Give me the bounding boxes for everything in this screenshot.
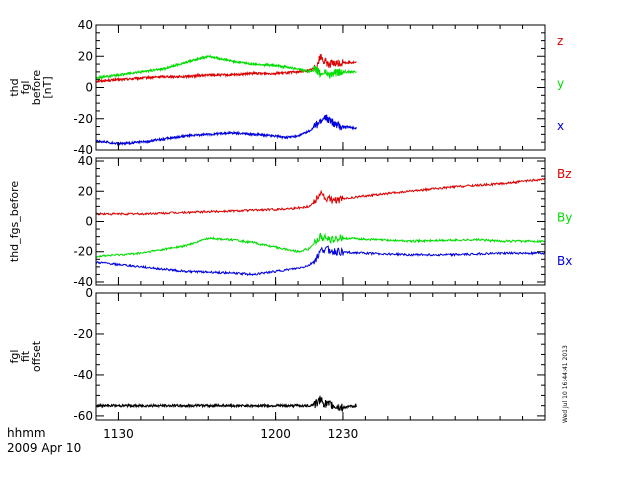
y-tick-label: 0 [85, 81, 93, 95]
y-axis-label: thd_fgs_before [8, 181, 21, 262]
y-axis-label: fit [19, 350, 32, 362]
y-tick-label: 40 [78, 154, 93, 168]
footer: hhmm 2009 Apr 10 Wed Jul 10 16:44:41 201… [7, 345, 569, 455]
date-label: 2009 Apr 10 [7, 441, 81, 455]
y-axis-label: before [30, 70, 43, 106]
time-format-label: hhmm [7, 426, 46, 440]
y-tick-label: 0 [85, 215, 93, 229]
series-group [96, 177, 545, 277]
x-tick-label: 1230 [328, 427, 359, 441]
timestamp-stamp: Wed Jul 10 16:44:41 2013 [562, 345, 569, 423]
x-tick-label: 1200 [260, 427, 291, 441]
y-tick-label: -20 [73, 112, 93, 126]
series-line-Bx [96, 245, 545, 277]
y-axis-label: fgl [19, 81, 32, 95]
panels: 40200-20-40thdfglbefore[nT]zyx40200-20-4… [8, 18, 572, 441]
y-tick-label: 20 [78, 184, 93, 198]
y-axis-label: [nT] [41, 76, 54, 98]
legend-entry-Bx: Bx [557, 254, 572, 268]
y-axis-label: offset [30, 340, 43, 372]
panel-2: 40 20 0 -20 -40 thd_fgs_before Bz By Bx [8, 154, 572, 289]
y-tick-label: -20 [73, 327, 93, 341]
series-line-By [96, 232, 545, 258]
x-tick-label: 1130 [103, 427, 134, 441]
y-tick-label: -40 [73, 368, 93, 382]
y-tick-label: 0 [85, 286, 93, 300]
y-tick-label: -40 [73, 275, 93, 289]
panel-frame [95, 24, 546, 151]
legend-entry-y: y [557, 77, 564, 91]
series-group [96, 395, 357, 412]
series-line-z [96, 53, 357, 84]
y-tick-label: -60 [73, 409, 93, 423]
y-tick-label: 20 [78, 49, 93, 63]
legend-entry-z: z [557, 34, 563, 48]
series-group [96, 53, 357, 147]
y-tick-label: -20 [73, 245, 93, 259]
legend-entry-By: By [557, 211, 572, 225]
y-axis-label: thd [8, 78, 21, 96]
y-tick-label: 40 [78, 18, 93, 32]
series-line-offset [96, 395, 357, 412]
y-axis-label: fgl [8, 350, 21, 364]
series-line-x [96, 114, 357, 147]
series-line-y [96, 54, 357, 81]
y-tick-label: -40 [73, 143, 93, 157]
legend-entry-x: x [557, 119, 564, 133]
series-line-Bz [96, 177, 545, 216]
panel-frame [95, 157, 546, 286]
legend-entry-Bz: Bz [557, 167, 572, 181]
